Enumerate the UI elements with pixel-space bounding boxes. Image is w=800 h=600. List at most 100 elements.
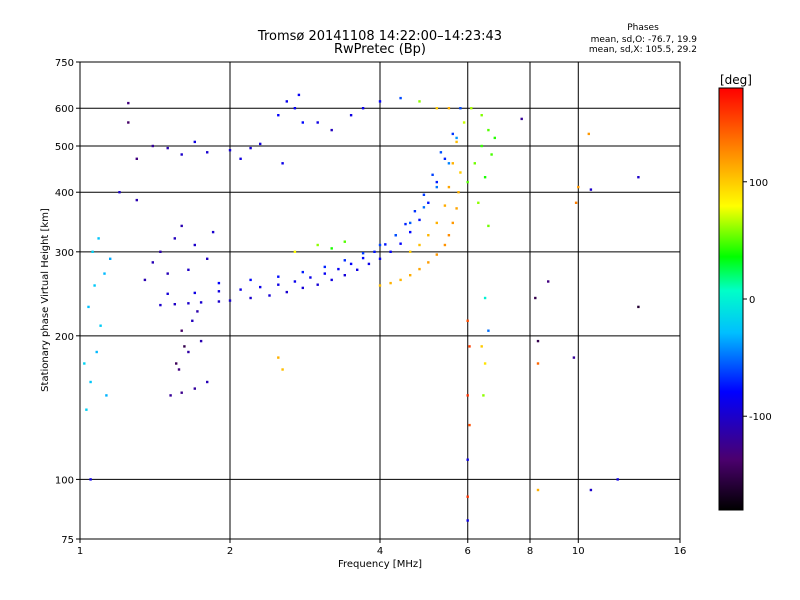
data-point (462, 121, 466, 124)
data-point (199, 339, 203, 343)
data-point (166, 146, 169, 150)
data-point (466, 319, 469, 322)
data-point (356, 268, 359, 271)
data-point (239, 157, 242, 160)
data-point (316, 283, 319, 286)
data-point (361, 252, 365, 255)
data-point (175, 362, 178, 365)
data-point (418, 218, 421, 222)
data-point (206, 380, 209, 384)
y-tick-label: 200 (55, 332, 74, 343)
data-point (384, 243, 387, 246)
data-point (616, 478, 619, 481)
data-point (431, 173, 434, 176)
data-point (378, 243, 382, 247)
data-point (435, 185, 438, 189)
data-point (127, 101, 130, 105)
data-point (159, 303, 162, 307)
grid-lines (80, 62, 680, 539)
data-point (572, 356, 576, 359)
data-point (228, 149, 232, 152)
data-point (316, 121, 319, 124)
data-point (166, 292, 169, 295)
data-point (330, 128, 333, 132)
data-point (103, 272, 106, 275)
x-tick-label: 10 (572, 546, 585, 557)
chart-subtitle: RwPretec (Bp) (334, 42, 426, 57)
data-point (109, 257, 112, 260)
data-point (637, 176, 640, 179)
data-point (316, 243, 319, 247)
data-point (477, 201, 480, 204)
data-point (451, 221, 454, 225)
x-axis-ticks: 1 2 4 6 8 10 16 (77, 539, 686, 557)
data-point (399, 278, 402, 282)
data-point (323, 272, 326, 275)
data-point (399, 242, 402, 245)
data-point (180, 224, 183, 228)
data-point (259, 285, 262, 289)
data-point (330, 278, 333, 282)
data-point (127, 121, 130, 124)
data-point (483, 176, 487, 179)
x-axis-label: Frequency [MHz] (338, 559, 422, 570)
data-point (118, 191, 121, 194)
y-axis-label: Stationary phase Virtual Height [km] (40, 208, 51, 392)
data-point (135, 157, 138, 160)
data-point (99, 324, 102, 327)
colorbar-tick-label: -100 (749, 412, 772, 423)
data-point (389, 281, 392, 285)
data-point (435, 221, 438, 225)
data-point (378, 100, 382, 103)
data-point (87, 305, 90, 309)
data-point (95, 350, 98, 354)
data-point (228, 299, 232, 302)
data-point (217, 300, 221, 303)
data-point (447, 234, 451, 237)
data-point (277, 283, 280, 286)
data-point (159, 250, 162, 253)
chart-title: Tromsø 20141108 14:22:00–14:23:43 (257, 29, 502, 44)
data-point (97, 237, 100, 240)
data-point (309, 276, 312, 279)
data-point (536, 488, 540, 492)
data-point (206, 151, 209, 154)
data-point (187, 350, 190, 354)
colorbar-label: [deg] (720, 73, 752, 87)
data-point (166, 272, 169, 275)
data-point (373, 250, 376, 253)
data-point (427, 234, 430, 237)
stats-heading: Phases (627, 23, 659, 33)
data-point (399, 96, 402, 100)
y-tick-label: 75 (61, 535, 74, 546)
data-point (277, 275, 280, 278)
y-tick-label: 400 (55, 188, 74, 199)
colorbar-tick-label: 0 (749, 295, 755, 306)
data-point (534, 296, 537, 300)
data-point (91, 250, 94, 253)
x-tick-label: 6 (465, 546, 471, 557)
data-point (343, 259, 346, 262)
data-point (249, 278, 252, 282)
data-point (169, 394, 172, 397)
data-point (349, 262, 353, 266)
data-point (343, 240, 346, 243)
data-point (301, 121, 304, 124)
data-point (637, 305, 640, 309)
data-point (193, 387, 196, 390)
data-point (455, 140, 458, 144)
stats-line-o: mean, sd,O: -76.7, 19.9 (591, 35, 698, 45)
data-point (409, 230, 412, 234)
data-point (217, 281, 221, 285)
data-point (277, 114, 280, 117)
data-point (473, 162, 476, 165)
data-point (180, 153, 183, 156)
data-point (536, 362, 540, 365)
data-point (206, 257, 209, 260)
data-point (297, 93, 301, 97)
data-point (536, 339, 540, 343)
data-point (466, 394, 469, 397)
data-point (249, 146, 252, 150)
data-point (378, 257, 382, 260)
data-point (301, 270, 304, 274)
